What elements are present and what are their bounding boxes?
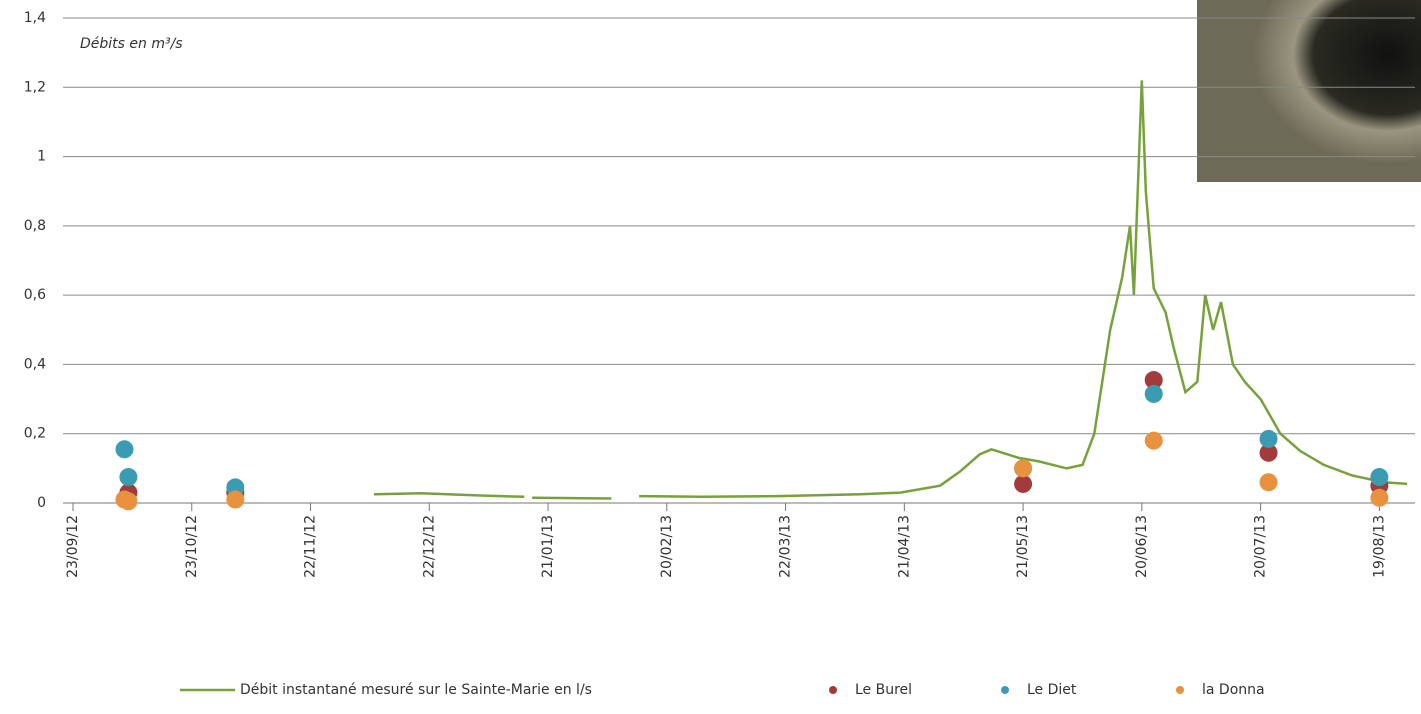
annotation: Débits en m³/s	[80, 36, 183, 52]
legend-label: la Donna	[1202, 682, 1265, 698]
x-tick-label: 21/04/13	[896, 515, 912, 578]
legend-marker	[1176, 686, 1184, 694]
data-point	[1370, 468, 1389, 487]
y-tick-label: 0	[37, 495, 46, 511]
y-tick-label: 1,2	[24, 79, 46, 95]
x-tick-label: 20/02/13	[659, 515, 675, 578]
x-tick-label: 23/09/12	[65, 515, 81, 578]
data-point	[1370, 488, 1389, 507]
y-tick-label: 0,2	[24, 426, 46, 442]
x-tick-label: 21/01/13	[540, 515, 556, 578]
data-point	[1259, 473, 1278, 492]
x-tick-label: 19/08/13	[1371, 515, 1387, 578]
data-point	[1144, 371, 1163, 390]
x-tick-label: 20/06/13	[1134, 515, 1150, 578]
x-tick-label: 20/07/13	[1253, 515, 1269, 578]
data-point	[1014, 459, 1033, 478]
legend-label: Débit instantané mesuré sur le Sainte-Ma…	[240, 682, 592, 698]
legend-label: Le Burel	[855, 682, 912, 698]
data-point	[1144, 431, 1163, 450]
data-point	[1259, 443, 1278, 462]
data-point	[115, 440, 134, 459]
y-tick-label: 0,8	[24, 218, 46, 234]
data-point	[119, 492, 138, 511]
photo	[1197, 0, 1421, 182]
x-tick-label: 23/10/12	[184, 515, 200, 578]
legend-label: Le Diet	[1027, 682, 1077, 698]
x-tick-label: 21/05/13	[1015, 515, 1031, 578]
data-point	[119, 468, 138, 487]
y-tick-label: 0,6	[24, 287, 46, 303]
x-tick-label: 22/12/12	[421, 515, 437, 578]
data-line	[373, 80, 1408, 500]
data-point	[1014, 474, 1033, 493]
x-tick-label: 22/03/13	[778, 515, 794, 578]
y-tick-label: 0,4	[24, 356, 46, 372]
x-tick-label: 22/11/12	[303, 515, 319, 578]
data-point	[1259, 429, 1278, 448]
data-point	[1144, 384, 1163, 403]
y-tick-label: 1,4	[24, 10, 46, 26]
legend-marker	[1001, 686, 1009, 694]
data-point	[226, 490, 245, 509]
legend-marker	[829, 686, 837, 694]
y-tick-label: 1	[37, 149, 46, 165]
